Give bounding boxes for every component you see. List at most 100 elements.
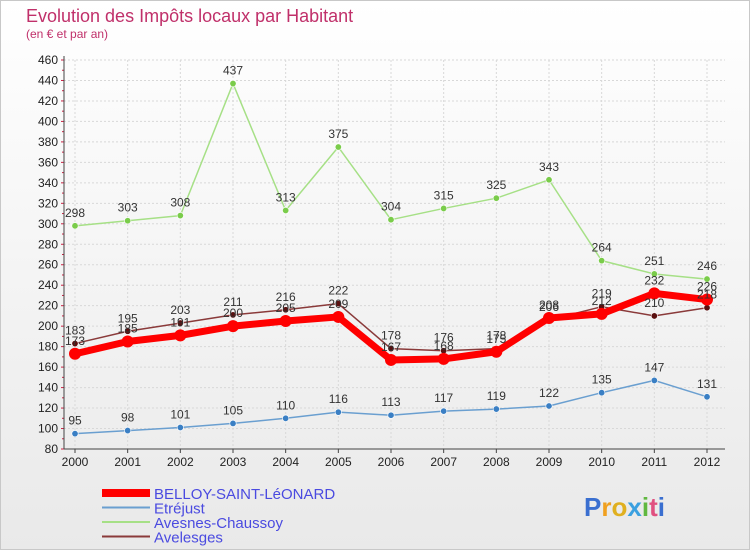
x-tick-label: 2006 [378,455,405,469]
y-tick-label: 280 [38,237,58,251]
data-point [176,319,184,327]
x-tick-label: 2005 [325,455,352,469]
data-point [282,206,290,214]
data-point [490,345,503,358]
axes: 80 100 120 140 160 180 200 220 240 260 280 300 320 34… [38,53,725,469]
data-label: 212 [592,294,612,308]
data-point [334,300,342,308]
svg-text:Proxiti: Proxiti [584,492,665,522]
x-tick-label: 2010 [588,455,615,469]
data-point [176,212,184,220]
data-label: 208 [539,298,559,312]
data-label: 95 [68,414,82,428]
chart-title: Evolution des Impôts locaux par Habitant [26,6,353,26]
logo-letter-2: r [601,492,611,522]
data-label: 251 [644,254,664,268]
data-point [492,405,500,413]
data-label: 298 [65,206,85,220]
data-point [598,257,606,265]
data-label: 191 [170,315,190,329]
data-point [332,310,345,323]
data-label: 375 [328,127,348,141]
data-label: 116 [329,392,348,406]
data-point [174,329,187,342]
data-point [701,293,713,306]
logo-letter-1: P [584,492,601,522]
legend-label: Avesnes-Chaussoy [154,515,283,532]
data-point [703,275,711,283]
x-tick-label: 2008 [483,455,510,469]
data-label: 167 [381,340,401,354]
data-label: 211 [223,295,242,309]
y-tick-label: 340 [38,176,58,190]
data-label: 131 [697,377,717,391]
legend: BELLOY-SAINT-LéONARDEtréjustAvesnes-Chau… [102,486,335,547]
logo-letter-6: t [649,492,658,522]
data-label: 117 [434,391,453,405]
data-point [703,393,711,401]
logo-letter-4: x [627,492,642,522]
data-label: 222 [328,284,348,298]
y-tick-label: 100 [38,422,58,436]
series-group: 298 303 308 437 313 375 304 315 325 343 264 251 246 9… [65,64,717,438]
data-label: 308 [170,196,190,210]
series-2 [71,80,711,283]
data-point [176,424,184,432]
data-label: 216 [276,290,296,304]
data-label: 101 [170,408,190,422]
data-label: 303 [118,201,138,215]
x-tick-label: 2007 [430,455,457,469]
data-point [543,311,555,324]
data-point [124,217,132,225]
data-point [334,143,342,151]
data-label: 98 [121,411,135,425]
data-label: 209 [328,297,348,311]
y-tick-label: 180 [38,340,58,354]
data-label: 113 [381,395,400,409]
data-label: 178 [486,329,506,343]
data-label: 185 [118,322,138,336]
data-point [545,176,553,184]
y-tick-label: 300 [38,217,58,231]
data-label: 200 [223,306,243,320]
data-label: 210 [644,296,664,310]
logo-letter-3: o [611,492,627,522]
logo-letter-7: i [658,492,665,522]
data-point [69,347,81,360]
grid [64,59,725,450]
data-label: 173 [65,334,85,348]
y-tick-label: 420 [38,94,58,108]
data-point [71,340,79,348]
data-label: 437 [223,64,243,78]
proxiti-logo: Proxiti [584,492,665,522]
data-point [334,408,342,416]
data-label: 203 [170,303,190,317]
y-tick-label: 200 [38,319,58,333]
data-label: 147 [644,360,664,374]
data-point [229,311,237,319]
y-tick-label: 320 [38,196,58,210]
data-point [650,376,658,384]
series-1 [71,376,711,438]
data-point [387,411,395,419]
x-tick-label: 2011 [641,455,667,469]
y-tick-label: 260 [38,258,58,272]
chart-subtitle: (en € et par an) [26,27,108,41]
legend-label: Etréjust [154,501,206,518]
data-label: 110 [276,398,295,412]
data-label: 105 [223,403,243,417]
data-point [385,353,397,366]
x-tick-label: 2002 [167,455,194,469]
y-tick-label: 160 [38,360,58,374]
data-point [229,419,237,427]
logo-letter-5: i [642,492,649,522]
data-point [650,270,658,278]
data-point [282,306,290,314]
x-tick-label: 2001 [114,455,141,469]
data-point [124,327,132,335]
data-label: 313 [276,190,296,204]
data-label: 232 [644,273,664,287]
y-tick-label: 360 [38,155,58,169]
